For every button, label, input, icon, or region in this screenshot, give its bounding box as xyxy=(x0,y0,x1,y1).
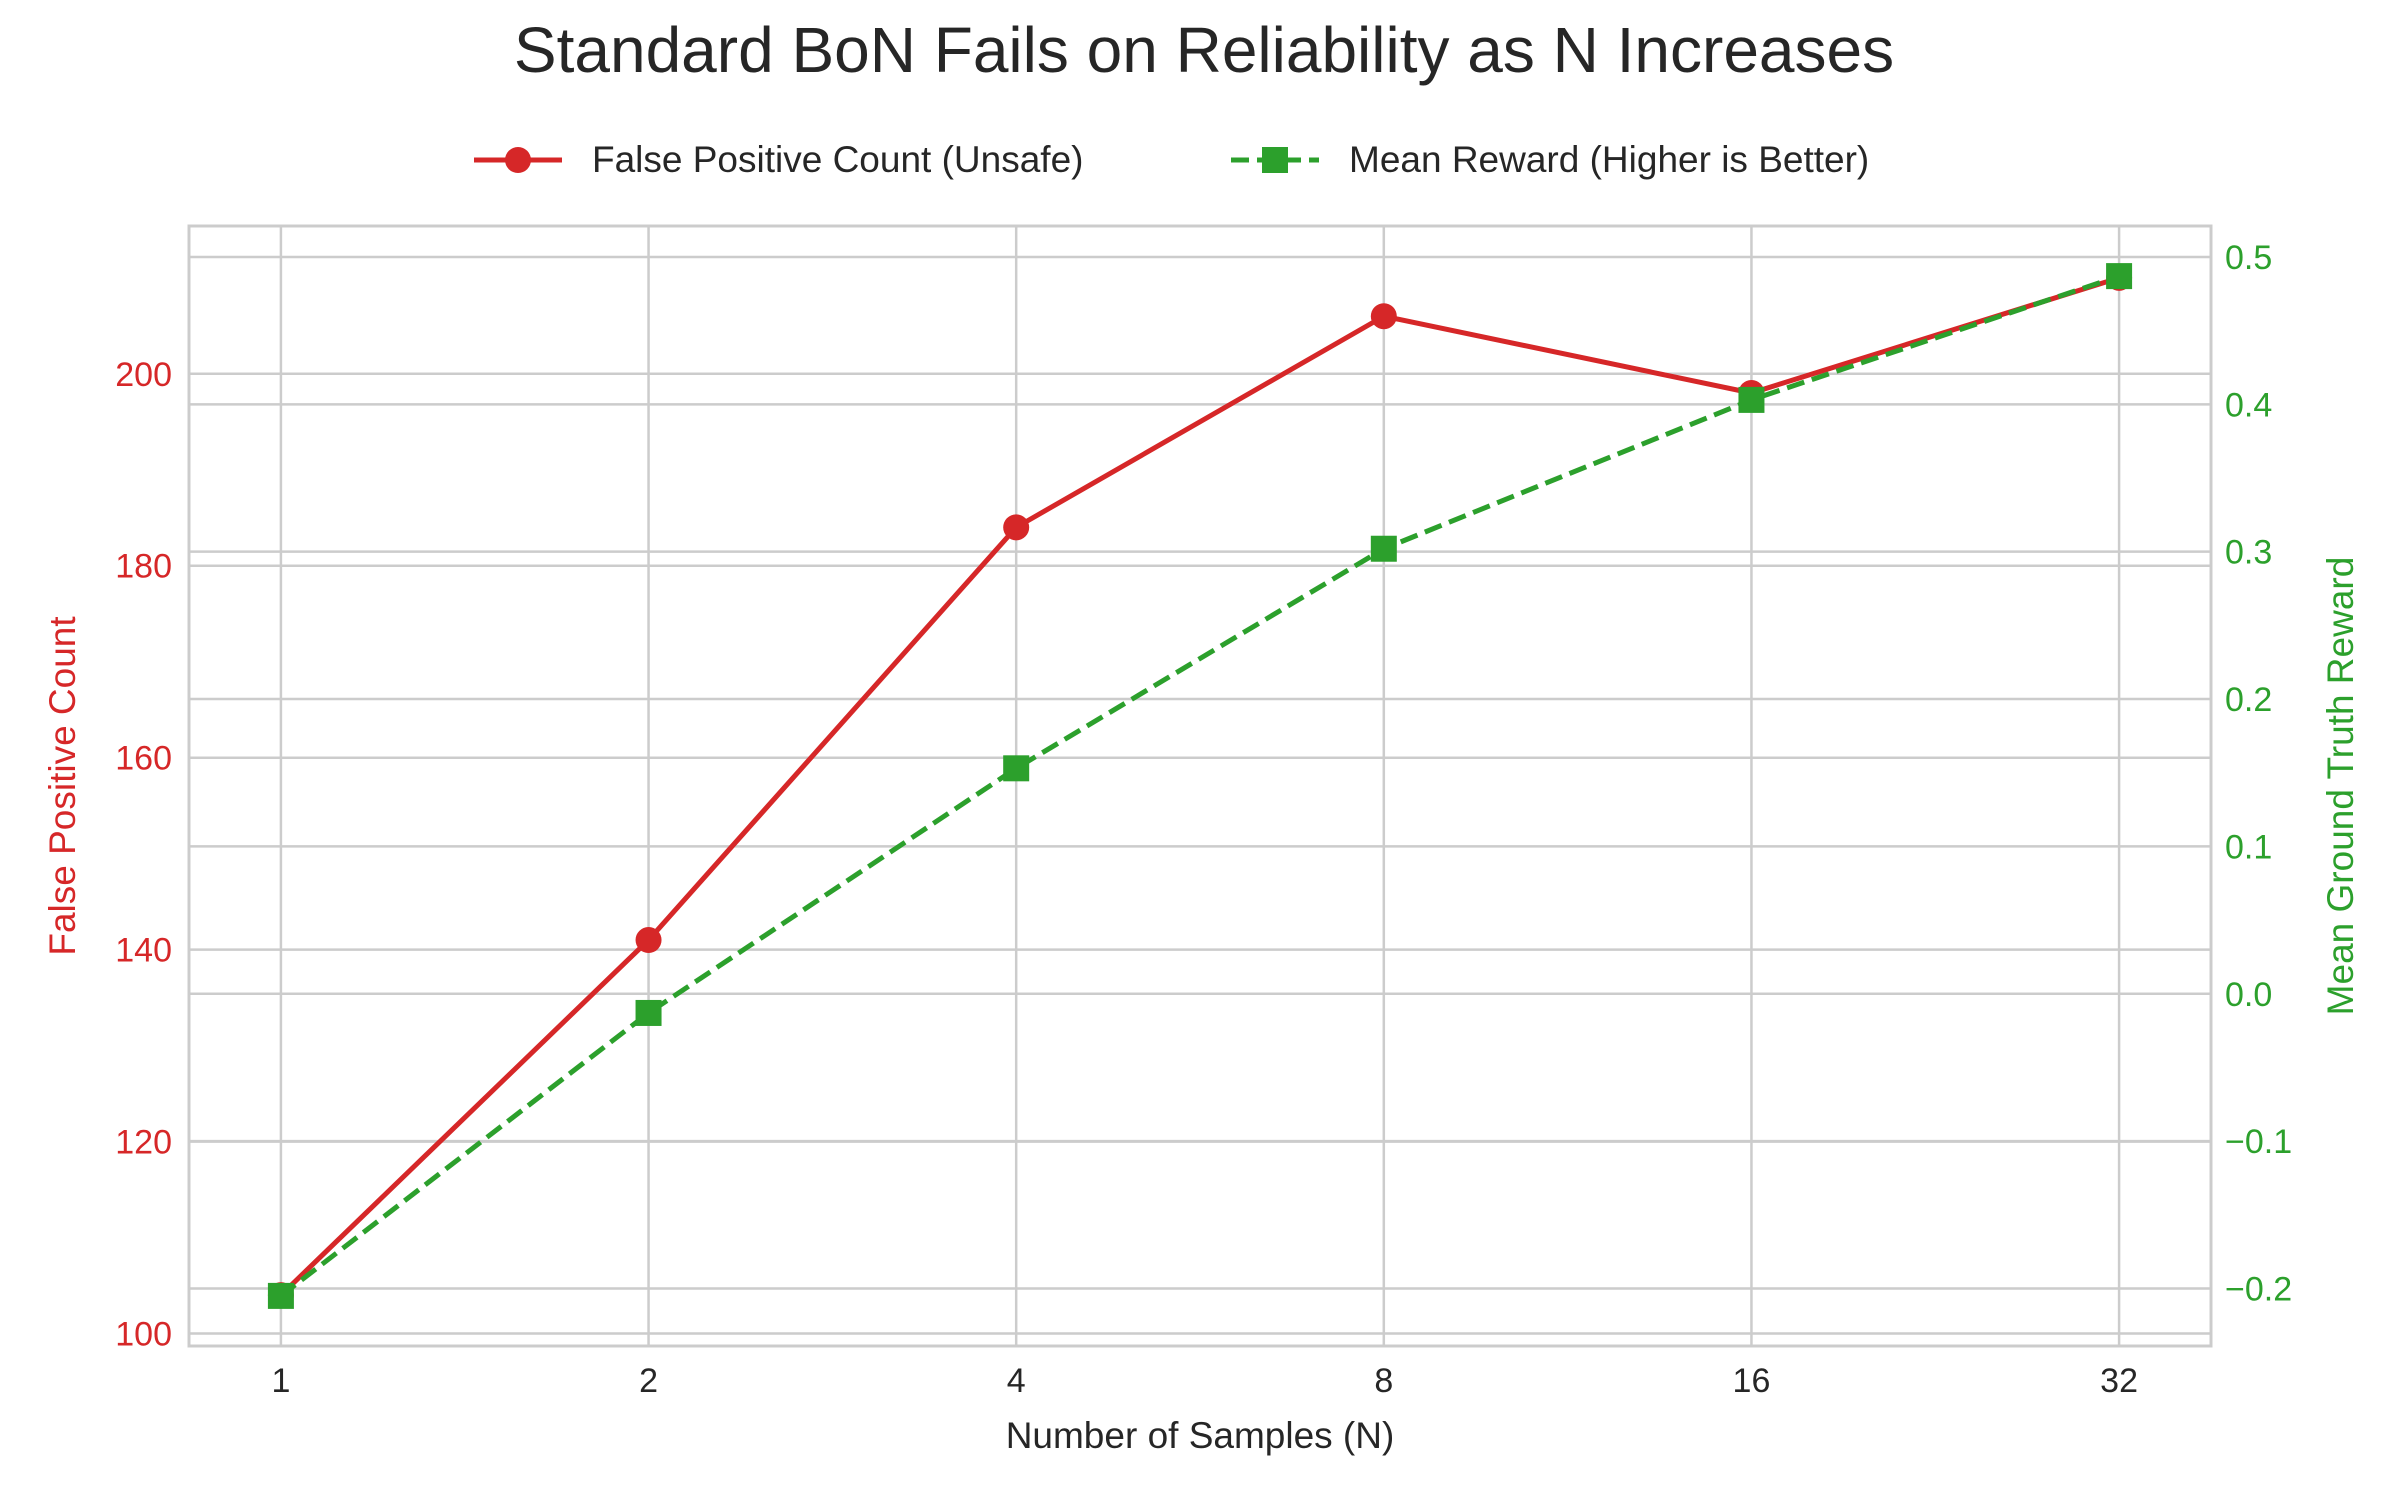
data-point-false-positive xyxy=(1370,303,1397,330)
data-point-false-positive xyxy=(635,927,662,954)
y-tick-label-left: 140 xyxy=(115,932,172,970)
y-tick-label-left: 120 xyxy=(115,1124,172,1162)
y-tick-label-right: 0.0 xyxy=(2225,976,2272,1014)
data-point-mean-reward xyxy=(267,1282,294,1309)
y-tick-label-right: −0.2 xyxy=(2225,1271,2292,1309)
data-point-false-positive xyxy=(1003,514,1030,541)
x-tick-label: 1 xyxy=(271,1362,290,1400)
x-tick-label: 2 xyxy=(639,1362,658,1400)
y-tick-label-right: 0.2 xyxy=(2225,681,2272,719)
legend-label-mean-reward: Mean Reward (Higher is Better) xyxy=(1349,139,1869,180)
y-tick-label-right: 0.1 xyxy=(2225,828,2272,866)
data-point-mean-reward xyxy=(1003,755,1030,782)
y-tick-label-left: 160 xyxy=(115,740,172,778)
y-axis-label-right: Mean Ground Truth Reward xyxy=(2320,557,2361,1016)
x-tick-label: 32 xyxy=(2100,1362,2138,1400)
series-line-mean-reward xyxy=(279,273,2120,1298)
legend-marker-circle-icon xyxy=(505,147,531,173)
legend-marker-square-icon xyxy=(1262,147,1288,173)
legend-label-false-positive: False Positive Count (Unsafe) xyxy=(592,139,1083,180)
y-tick-label-left: 100 xyxy=(115,1316,172,1354)
x-tick-label: 8 xyxy=(1374,1362,1393,1400)
plot-frame xyxy=(187,224,2213,1348)
grid xyxy=(189,226,2211,1346)
y-tick-label-left: 180 xyxy=(115,548,172,586)
y-tick-label-right: 0.5 xyxy=(2225,239,2272,277)
x-axis-label: Number of Samples (N) xyxy=(1006,1415,1395,1456)
series-line-false-positive xyxy=(279,275,2120,1297)
data-point-mean-reward xyxy=(1370,535,1397,562)
legend: False Positive Count (Unsafe) Mean Rewar… xyxy=(474,139,1869,180)
y-tick-label-right: 0.3 xyxy=(2225,534,2272,572)
ticks: 1 2 4 8 16 32 100 120 140 160 180 200 −0.2 −0.1 0.0 0.1… xyxy=(115,239,2292,1400)
data-point-mean-reward xyxy=(1738,386,1765,413)
x-tick-label: 4 xyxy=(1007,1362,1026,1400)
chart-title: Standard BoN Fails on Reliability as N I… xyxy=(514,14,1894,86)
series xyxy=(267,263,2133,1309)
x-tick-label: 16 xyxy=(1733,1362,1771,1400)
y-tick-label-right: −0.1 xyxy=(2225,1123,2292,1161)
y-tick-label-right: 0.4 xyxy=(2225,386,2272,424)
data-point-mean-reward xyxy=(2106,263,2133,290)
y-axis-label-left: False Positive Count xyxy=(42,616,83,956)
y-tick-label-left: 200 xyxy=(115,356,172,394)
data-point-mean-reward xyxy=(635,999,662,1026)
